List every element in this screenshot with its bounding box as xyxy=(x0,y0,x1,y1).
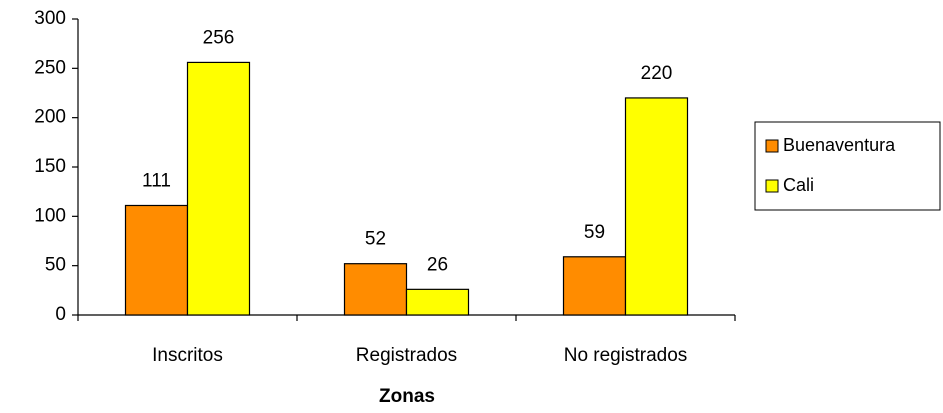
y-tick-label: 250 xyxy=(34,57,66,78)
y-tick-label: 50 xyxy=(45,255,66,276)
data-label: 52 xyxy=(365,229,386,250)
x-axis-label: Zonas xyxy=(379,386,435,407)
data-label: 59 xyxy=(584,222,605,243)
bar xyxy=(343,263,408,316)
data-label: 256 xyxy=(203,27,235,48)
x-tick-label: No registrados xyxy=(564,345,688,366)
x-tick-label: Inscritos xyxy=(152,345,223,366)
y-tick-label: 100 xyxy=(34,205,66,226)
legend-label: Cali xyxy=(783,175,814,195)
y-tick-label: 200 xyxy=(34,107,66,128)
bar xyxy=(405,288,470,316)
legend-label: Buenaventura xyxy=(783,135,896,155)
x-tick-label: Registrados xyxy=(356,345,457,366)
bar xyxy=(562,256,627,316)
bar xyxy=(124,204,189,316)
legend-swatch xyxy=(765,139,779,153)
data-label: 26 xyxy=(427,254,448,275)
bar xyxy=(624,97,689,316)
y-tick-label: 0 xyxy=(55,304,66,325)
legend-swatch xyxy=(765,179,779,193)
data-label: 220 xyxy=(641,63,673,84)
legend-box xyxy=(754,121,941,211)
data-label: 111 xyxy=(142,170,171,191)
y-tick-label: 150 xyxy=(34,156,66,177)
y-tick-label: 300 xyxy=(34,8,66,29)
bar xyxy=(186,61,251,316)
